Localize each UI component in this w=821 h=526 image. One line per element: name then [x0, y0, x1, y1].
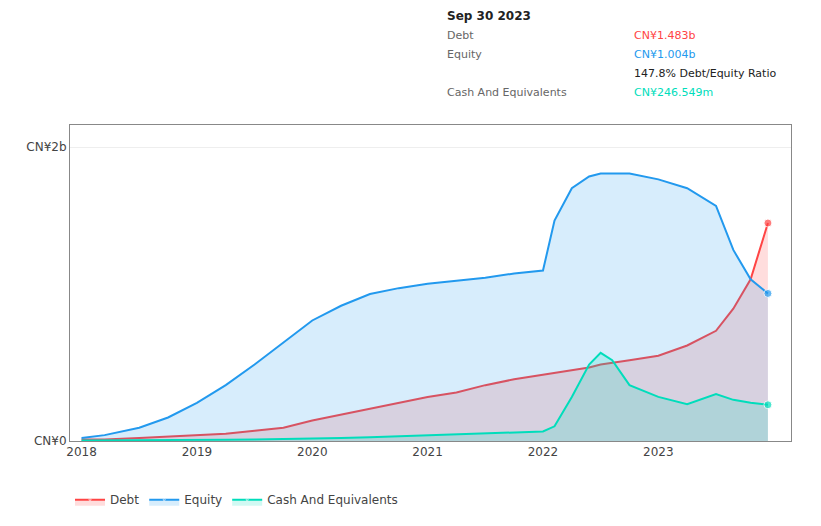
svg-text:2021: 2021: [412, 445, 443, 459]
svg-text:Cash And Equivalents: Cash And Equivalents: [447, 86, 567, 99]
svg-text:147.8% Debt/Equity Ratio: 147.8% Debt/Equity Ratio: [634, 67, 776, 80]
svg-text:Equity: Equity: [447, 48, 482, 61]
svg-text:2023: 2023: [643, 445, 674, 459]
svg-text:CN¥0: CN¥0: [34, 434, 67, 448]
svg-text:CN¥2b: CN¥2b: [26, 140, 66, 154]
svg-text:2020: 2020: [297, 445, 328, 459]
svg-text:Cash And Equivalents: Cash And Equivalents: [267, 493, 398, 507]
svg-text:Equity: Equity: [184, 493, 222, 507]
svg-text:CN¥246.549m: CN¥246.549m: [634, 86, 713, 99]
svg-text:Sep 30 2023: Sep 30 2023: [447, 9, 531, 23]
svg-text:2019: 2019: [182, 445, 213, 459]
svg-text:Debt: Debt: [447, 29, 474, 42]
svg-text:2022: 2022: [528, 445, 559, 459]
svg-text:Debt: Debt: [110, 493, 139, 507]
svg-text:2018: 2018: [66, 445, 97, 459]
svg-text:CN¥1.004b: CN¥1.004b: [634, 48, 695, 61]
svg-text:CN¥1.483b: CN¥1.483b: [634, 29, 695, 42]
